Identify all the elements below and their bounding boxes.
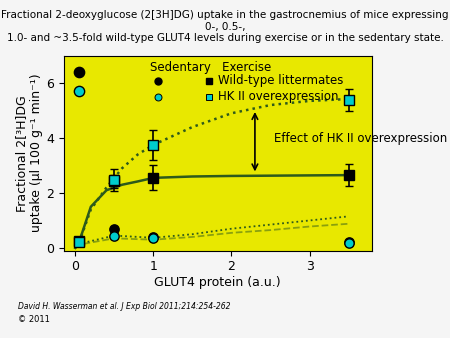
Point — [76, 69, 83, 75]
Text: Wild-type littermates: Wild-type littermates — [218, 74, 343, 88]
Point — [345, 240, 352, 246]
Point — [76, 89, 83, 94]
Point — [150, 234, 157, 240]
Text: HK II overexpression: HK II overexpression — [218, 90, 338, 103]
Point — [345, 240, 352, 245]
X-axis label: GLUT4 protein (a.u.): GLUT4 protein (a.u.) — [154, 276, 281, 289]
Point — [150, 235, 157, 240]
Point — [111, 233, 118, 238]
Point — [111, 226, 118, 232]
Text: David H. Wasserman et al. J Exp Biol 2011;214:254-262: David H. Wasserman et al. J Exp Biol 201… — [18, 302, 230, 311]
Text: Effect of HK II overexpression: Effect of HK II overexpression — [274, 131, 448, 145]
Y-axis label: Fractional 2[³H]DG
uptake (µl 100 g⁻¹ min⁻¹): Fractional 2[³H]DG uptake (µl 100 g⁻¹ mi… — [15, 74, 43, 233]
Text: Fractional 2-deoxyglucose (2[3H]DG) uptake in the gastrocnemius of mice expressi: Fractional 2-deoxyglucose (2[3H]DG) upta… — [1, 10, 449, 43]
Text: Sedentary   Exercise: Sedentary Exercise — [150, 62, 271, 74]
Text: © 2011: © 2011 — [18, 315, 50, 324]
